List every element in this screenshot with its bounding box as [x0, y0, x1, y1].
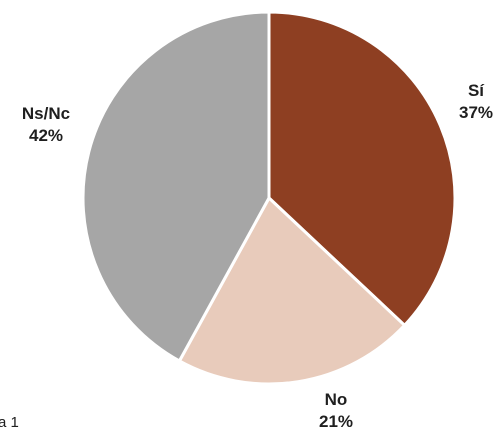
slice-value-nsnc: 42% — [28, 126, 64, 145]
slice-value-no: 21% — [318, 412, 354, 431]
slice-si — [267, 10, 457, 327]
slice-nsnc — [81, 10, 271, 363]
slice-label-nsnc: Ns/Nc 42% — [6, 103, 86, 147]
slice-label-no: No 21% — [306, 389, 366, 433]
slice-category-si: Sí — [467, 81, 485, 100]
slice-no — [177, 196, 407, 386]
slice-category-no: No — [324, 390, 348, 409]
slice-value-si: 37% — [458, 103, 494, 122]
slice-category-nsnc: Ns/Nc — [21, 104, 71, 123]
slice-label-si: Sí 37% — [446, 80, 504, 124]
footnote-text: a 1 — [0, 414, 19, 431]
